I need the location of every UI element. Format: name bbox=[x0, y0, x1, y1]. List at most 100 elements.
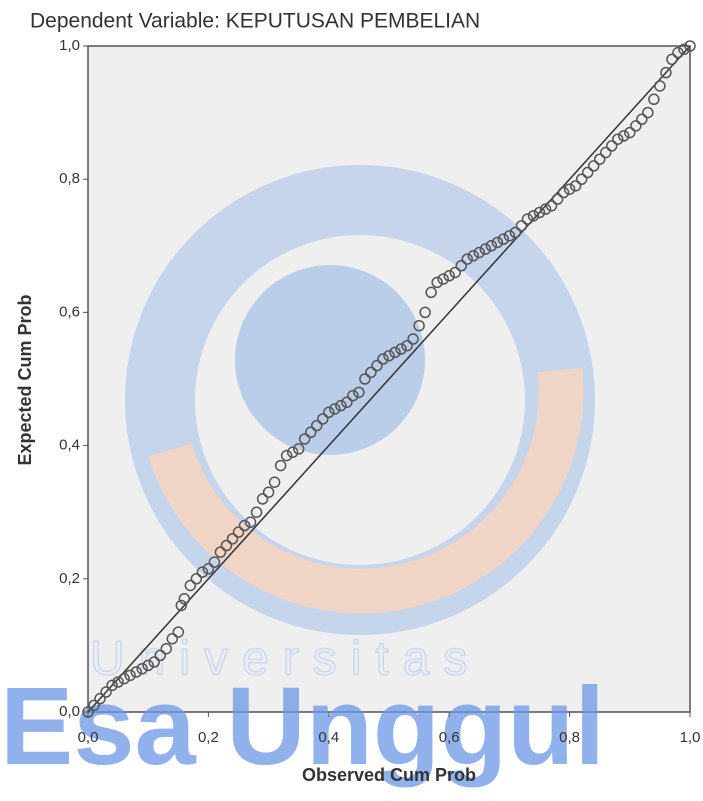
x-tick-label: 0,2 bbox=[198, 729, 219, 746]
point bbox=[545, 200, 558, 212]
point bbox=[100, 686, 112, 698]
point bbox=[214, 546, 227, 558]
point bbox=[575, 173, 588, 185]
point bbox=[642, 106, 654, 119]
chart-title: Dependent Variable: KEPUTUSAN PEMBELIAN bbox=[30, 10, 480, 33]
point bbox=[509, 226, 522, 239]
x-tick-label: 0,6 bbox=[439, 729, 460, 746]
point bbox=[178, 593, 191, 605]
point bbox=[491, 236, 504, 249]
point bbox=[262, 486, 275, 498]
point bbox=[485, 240, 498, 252]
x-tick-label: 0,8 bbox=[559, 729, 580, 746]
point bbox=[419, 306, 431, 319]
point bbox=[479, 243, 492, 255]
watermark-text: Esa Unggul bbox=[0, 665, 605, 788]
point bbox=[551, 193, 564, 205]
point bbox=[256, 493, 269, 505]
point bbox=[636, 113, 648, 126]
point bbox=[660, 66, 672, 79]
point bbox=[142, 659, 154, 672]
point bbox=[587, 160, 600, 172]
point bbox=[148, 656, 160, 668]
y-tick-label: 0,4 bbox=[59, 437, 80, 454]
y-tick-label: 0,0 bbox=[59, 703, 80, 720]
point bbox=[112, 676, 124, 688]
point bbox=[166, 632, 179, 645]
point bbox=[377, 353, 389, 365]
point bbox=[244, 516, 257, 528]
point bbox=[220, 539, 233, 552]
point bbox=[569, 180, 582, 192]
point bbox=[389, 346, 401, 359]
point bbox=[292, 443, 305, 455]
point bbox=[347, 389, 359, 402]
point bbox=[365, 366, 377, 379]
point bbox=[335, 399, 347, 412]
point bbox=[624, 126, 636, 139]
point bbox=[130, 666, 142, 678]
point bbox=[413, 319, 425, 332]
point bbox=[172, 626, 185, 638]
point bbox=[455, 260, 467, 272]
point bbox=[383, 349, 395, 362]
point bbox=[154, 649, 166, 662]
y-axis-label: Expected Cum Prob bbox=[15, 294, 35, 465]
point bbox=[648, 93, 660, 106]
point bbox=[341, 396, 353, 409]
point bbox=[124, 669, 136, 682]
point bbox=[359, 373, 371, 385]
point bbox=[94, 692, 106, 705]
point bbox=[202, 563, 215, 575]
point bbox=[238, 519, 251, 532]
point bbox=[401, 339, 413, 352]
point bbox=[323, 406, 335, 419]
point bbox=[250, 506, 263, 518]
point bbox=[274, 459, 287, 472]
point bbox=[503, 230, 516, 242]
point bbox=[311, 419, 323, 432]
watermark-ring bbox=[125, 165, 595, 635]
point bbox=[563, 183, 576, 195]
point bbox=[280, 449, 293, 462]
point bbox=[226, 533, 239, 545]
point bbox=[515, 220, 528, 232]
point bbox=[612, 133, 624, 145]
y-tick-label: 0,2 bbox=[59, 570, 80, 587]
point bbox=[593, 153, 606, 165]
x-tick-label: 0,4 bbox=[318, 729, 339, 746]
y-tick-label: 0,8 bbox=[59, 170, 80, 187]
point bbox=[467, 250, 480, 262]
point bbox=[654, 80, 666, 92]
point bbox=[431, 276, 443, 289]
y-tick-label: 1,0 bbox=[59, 37, 80, 54]
point bbox=[304, 426, 317, 439]
point bbox=[684, 40, 696, 52]
y-tick-label: 0,6 bbox=[59, 303, 80, 320]
point bbox=[437, 273, 449, 285]
point bbox=[461, 253, 474, 265]
point bbox=[527, 210, 540, 222]
point bbox=[407, 333, 419, 345]
point bbox=[425, 286, 437, 299]
point bbox=[184, 579, 197, 592]
point bbox=[136, 662, 148, 675]
point bbox=[82, 706, 94, 718]
point bbox=[160, 642, 173, 655]
point bbox=[497, 233, 510, 245]
point bbox=[521, 213, 534, 225]
point bbox=[190, 573, 203, 585]
point bbox=[395, 343, 407, 355]
point bbox=[353, 386, 365, 399]
point bbox=[473, 246, 486, 259]
point bbox=[175, 599, 188, 612]
point bbox=[371, 359, 383, 372]
watermark-core bbox=[235, 265, 425, 455]
point bbox=[286, 446, 299, 459]
point bbox=[539, 203, 552, 215]
point bbox=[196, 566, 209, 578]
point bbox=[449, 266, 461, 279]
point bbox=[581, 166, 594, 179]
point bbox=[672, 46, 684, 59]
